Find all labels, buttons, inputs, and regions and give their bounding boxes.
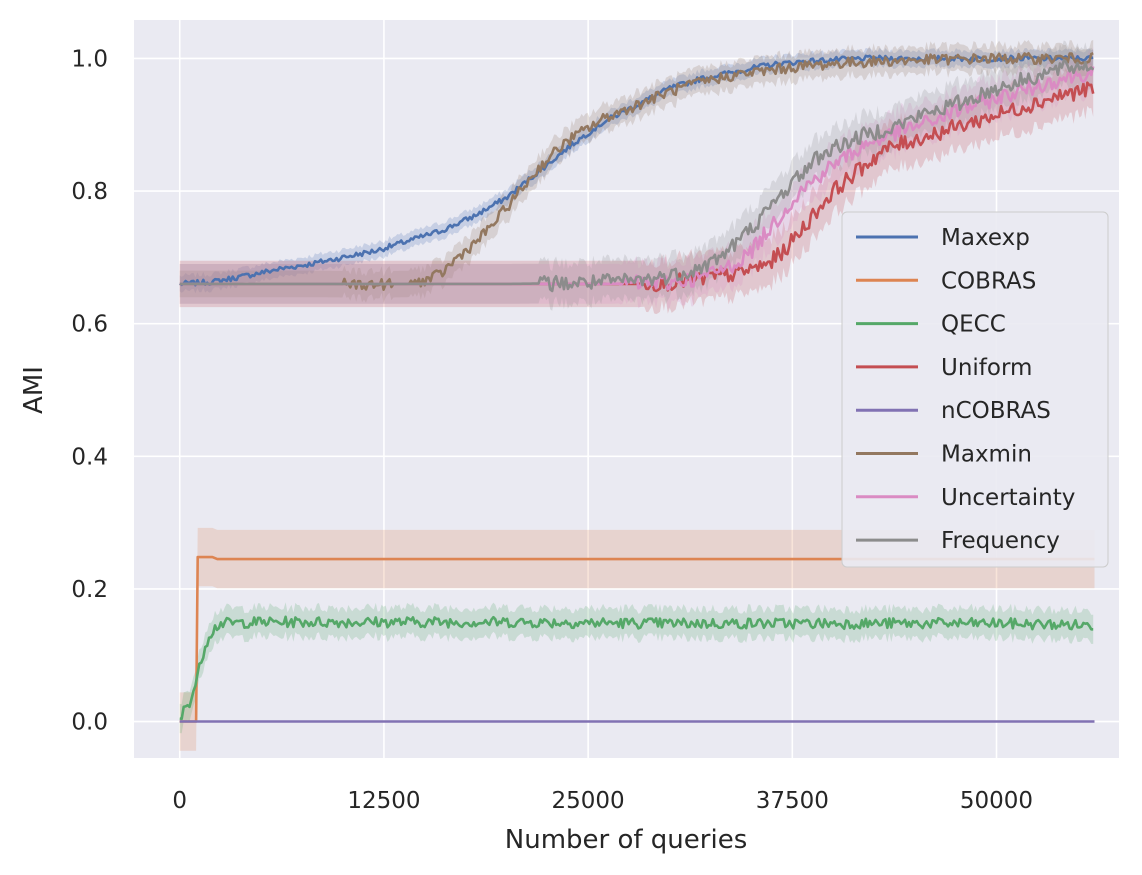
band-uniform	[179, 59, 1094, 315]
band-cobras	[179, 527, 1095, 751]
legend-entry: COBRAS	[941, 268, 1036, 294]
legend-entry: Maxexp	[941, 225, 1030, 251]
band-maxmin	[179, 39, 1094, 303]
legend-entry: Uncertainty	[941, 485, 1075, 511]
y-tick-label: 1.0	[71, 46, 108, 72]
series-line-qecc	[179, 615, 1094, 721]
x-tick-label: 0	[172, 788, 187, 814]
x-tick-label: 50000	[960, 788, 1033, 814]
x-tick-label: 25000	[552, 788, 625, 814]
legend: Maxexp COBRAS QECC Uniform nCOBRAS Maxmin Unce…	[841, 211, 1109, 568]
series-lines	[178, 51, 1095, 723]
legend-entry: Frequency	[941, 528, 1060, 554]
legend-entry: nCOBRAS	[941, 398, 1051, 424]
y-tick-label: 0.4	[71, 444, 108, 470]
y-tick-labels: 0.0 0.2 0.4 0.6 0.8 1.0	[71, 46, 108, 735]
x-tick-label: 12500	[347, 788, 420, 814]
y-tick-label: 0.6	[71, 312, 108, 338]
y-tick-label: 0.8	[71, 179, 108, 205]
band-maxexp	[179, 47, 1094, 294]
x-axis-label: Number of queries	[505, 825, 747, 855]
legend-entry: Uniform	[941, 355, 1032, 381]
x-tick-labels: 0 12500 25000 37500 50000	[172, 788, 1033, 814]
legend-entry: Maxmin	[941, 442, 1032, 468]
legend-box	[841, 211, 1109, 568]
y-axis-label: AMI	[19, 366, 49, 414]
series-line-frequency	[179, 58, 1095, 293]
x-tick-label: 37500	[756, 788, 829, 814]
y-tick-label: 0.2	[71, 577, 108, 603]
legend-entry: QECC	[941, 312, 1006, 338]
y-tick-label: 0.0	[71, 710, 108, 736]
band-qecc	[179, 602, 1094, 734]
